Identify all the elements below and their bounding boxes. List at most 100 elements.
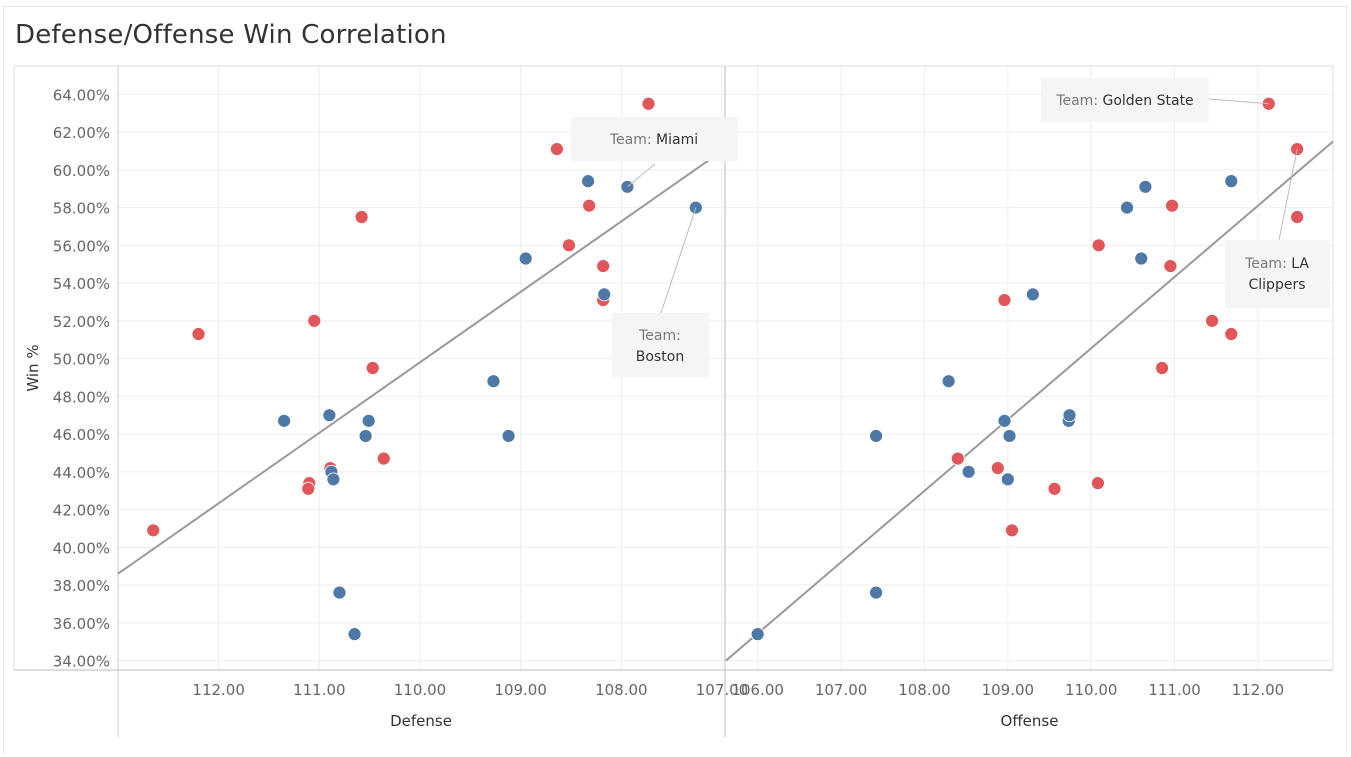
annotation-key: Team: — [638, 328, 681, 344]
annotation-box — [612, 313, 709, 377]
data-point-blue — [326, 472, 341, 487]
annotation-text: Team: Golden State — [1055, 93, 1193, 109]
data-point-blue — [1000, 472, 1015, 487]
x-axis-label-defense: Defense — [390, 712, 452, 730]
y-axis-label: Win % — [24, 344, 42, 391]
chart-frame — [3, 6, 1347, 754]
data-point-red — [1005, 523, 1019, 538]
data-point-red — [1090, 476, 1105, 491]
annotation-box — [1225, 240, 1330, 308]
annotation-pointer — [627, 163, 656, 188]
data-point-blue — [347, 627, 362, 642]
data-point-red — [376, 451, 391, 466]
data-point-red — [1205, 313, 1220, 328]
data-point-red — [1091, 238, 1106, 253]
y-tick-label: 40.00% — [53, 539, 110, 557]
y-tick-label: 46.00% — [53, 426, 110, 444]
data-point-red — [562, 238, 576, 253]
x-tick-label: 107.00 — [696, 681, 749, 699]
x-tick-label: 110.00 — [1065, 681, 1118, 699]
annotation-team-name: Boston — [636, 349, 684, 365]
x-tick-label: 111.00 — [293, 681, 346, 699]
annotation-pointer — [1208, 98, 1269, 105]
data-point-blue — [501, 429, 516, 443]
y-tick-label: 52.00% — [53, 313, 110, 331]
data-point-blue — [869, 585, 883, 600]
data-point-blue — [486, 374, 501, 389]
data-point-red — [582, 198, 597, 213]
data-point-blue — [361, 413, 376, 428]
data-point-blue — [518, 251, 533, 266]
x-tick-label: 106.00 — [731, 681, 784, 699]
annotation-pointer — [1278, 148, 1298, 241]
annotation-team-name: LA — [1291, 256, 1309, 272]
y-tick-label: 62.00% — [53, 124, 110, 142]
x-tick-label: 107.00 — [815, 681, 868, 699]
annotation-box — [1041, 78, 1209, 122]
y-tick-label: 34.00% — [53, 653, 110, 671]
annotation-team-name: Clippers — [1249, 277, 1306, 293]
chart-title: Defense/Offense Win Correlation — [15, 20, 447, 50]
annotation-team-la-clippers: Team: LA Clippers — [1225, 148, 1330, 308]
data-point-blue — [941, 374, 956, 389]
data-point-red — [1165, 198, 1179, 213]
data-point-blue — [322, 408, 337, 423]
y-tick-label: 50.00% — [53, 351, 110, 369]
y-tick-label: 58.00% — [53, 200, 110, 218]
data-point-red — [1163, 259, 1178, 273]
annotation-key: Team: — [609, 132, 656, 148]
data-point-blue — [597, 287, 612, 302]
annotation-text: Team: Miami — [609, 132, 698, 148]
data-point-blue — [581, 174, 596, 189]
data-point-blue — [1002, 429, 1017, 443]
trend-line — [725, 140, 1334, 662]
annotation-text: Team: LA Clippers — [1244, 256, 1309, 293]
annotation-team-name: Golden State — [1102, 93, 1193, 109]
data-point-blue — [1120, 200, 1134, 215]
data-point-blue — [1138, 179, 1153, 194]
data-point-blue — [961, 464, 976, 479]
annotation-team-golden-state: Team: Golden State — [1041, 78, 1269, 122]
data-point-blue — [1025, 287, 1040, 302]
data-point-red — [307, 313, 322, 328]
y-tick-label: 42.00% — [53, 502, 110, 520]
axis-layer: 64.00% 62.00% 60.00% 58.00% 56.00% 54.00% 52.0… — [13, 65, 1334, 737]
x-tick-label: 111.00 — [1148, 681, 1201, 699]
trend-layer — [117, 140, 1334, 662]
data-point-red — [1224, 327, 1239, 341]
annotation-pointer — [660, 207, 697, 314]
data-point-blue — [869, 429, 883, 443]
x-tick-label: 108.00 — [898, 681, 951, 699]
annotation-key: Team: — [1055, 93, 1102, 109]
data-point-red — [191, 327, 206, 341]
x-tick-label: 109.00 — [982, 681, 1035, 699]
annotation-team-boston: Team: Boston — [612, 207, 709, 377]
x-axis-label-offense: Offense — [1001, 712, 1059, 730]
y-tick-label: 38.00% — [53, 577, 110, 595]
y-tick-label: 60.00% — [53, 162, 110, 180]
annotation-box — [571, 117, 738, 161]
data-point-red — [950, 451, 965, 466]
data-point-blue — [332, 585, 347, 600]
data-point-blue — [358, 429, 373, 443]
data-point-blue — [1224, 174, 1239, 189]
data-point-red — [301, 481, 316, 496]
x-tick-label: 112.00 — [192, 681, 245, 699]
data-point-red — [990, 461, 1005, 475]
annotation-team-miami: Team: Miami — [571, 117, 738, 188]
y-tick-label: 64.00% — [53, 86, 110, 104]
data-point-blue — [277, 413, 291, 428]
data-point-red — [997, 293, 1012, 307]
x-tick-label: 112.00 — [1232, 681, 1285, 699]
data-point-red — [365, 361, 380, 375]
data-point-red — [1290, 210, 1305, 224]
data-point-red — [1047, 481, 1062, 496]
data-point-blue — [1062, 408, 1077, 423]
x-tick-label: 108.00 — [595, 681, 648, 699]
x-tick-label: 110.00 — [394, 681, 447, 699]
data-point-red — [641, 96, 656, 111]
x-tick-label: 109.00 — [494, 681, 547, 699]
annotation-team-name: Miami — [656, 132, 698, 148]
